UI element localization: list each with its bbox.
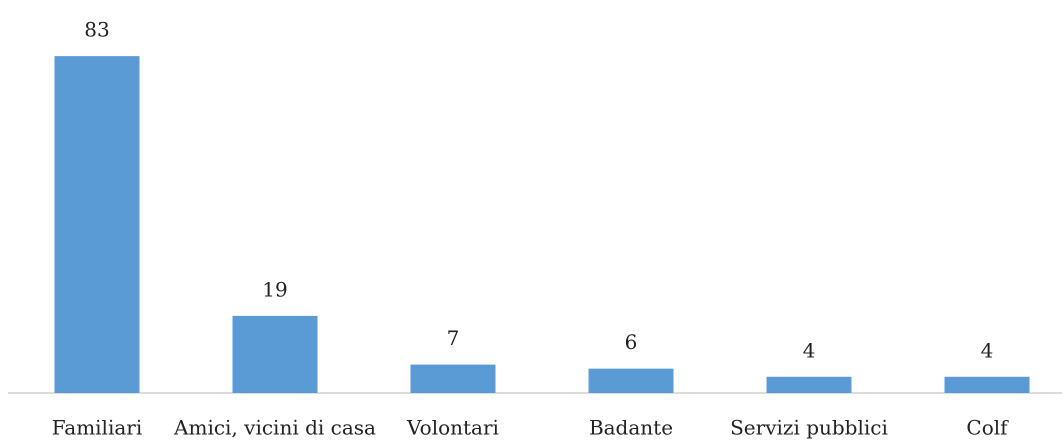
bar [54, 56, 140, 393]
bar [232, 315, 318, 393]
value-label: 19 [262, 277, 287, 301]
x-tick-label: Volontari [406, 416, 499, 440]
value-label: 7 [447, 326, 460, 350]
bar [766, 376, 852, 393]
value-label: 4 [803, 338, 816, 362]
bar [944, 376, 1030, 393]
x-tick-label: Colf [966, 416, 1009, 440]
x-tick-label: Badante [589, 416, 673, 440]
value-label: 4 [981, 338, 994, 362]
value-label: 83 [84, 18, 109, 42]
x-tick-label: Amici, vicini di casa [173, 416, 376, 440]
x-tick-label: Familiari [52, 416, 142, 440]
x-tick-label: Servizi pubblici [730, 416, 888, 440]
bar [410, 364, 496, 393]
value-label: 6 [625, 330, 638, 354]
bar [588, 368, 674, 393]
